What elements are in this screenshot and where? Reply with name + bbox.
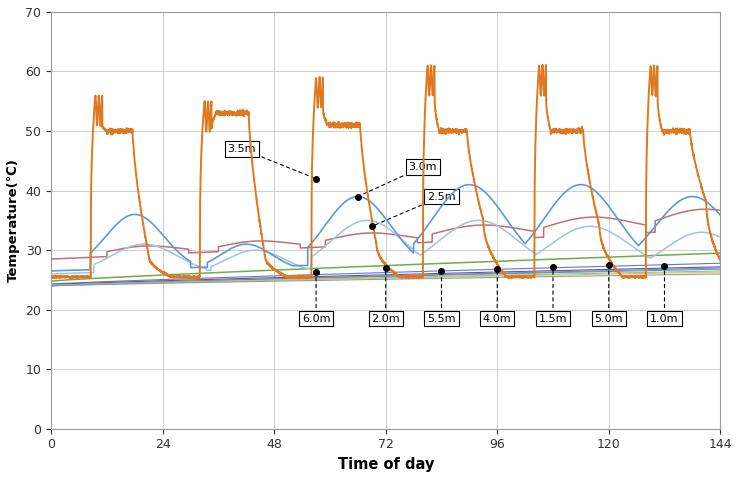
Text: 2.0m: 2.0m: [372, 271, 400, 324]
Text: 3.0m: 3.0m: [361, 162, 437, 195]
Text: 2.5m: 2.5m: [375, 192, 456, 225]
Text: 5.5m: 5.5m: [427, 274, 456, 324]
Text: 3.5m: 3.5m: [228, 144, 313, 178]
Y-axis label: Temperature(℃): Temperature(℃): [7, 159, 20, 282]
Text: 4.0m: 4.0m: [483, 272, 511, 324]
Text: 5.0m: 5.0m: [594, 268, 623, 324]
Text: 6.0m: 6.0m: [302, 275, 330, 324]
Text: 1.0m: 1.0m: [650, 269, 678, 324]
X-axis label: Time of day: Time of day: [338, 457, 434, 472]
Text: 1.5m: 1.5m: [539, 270, 568, 324]
